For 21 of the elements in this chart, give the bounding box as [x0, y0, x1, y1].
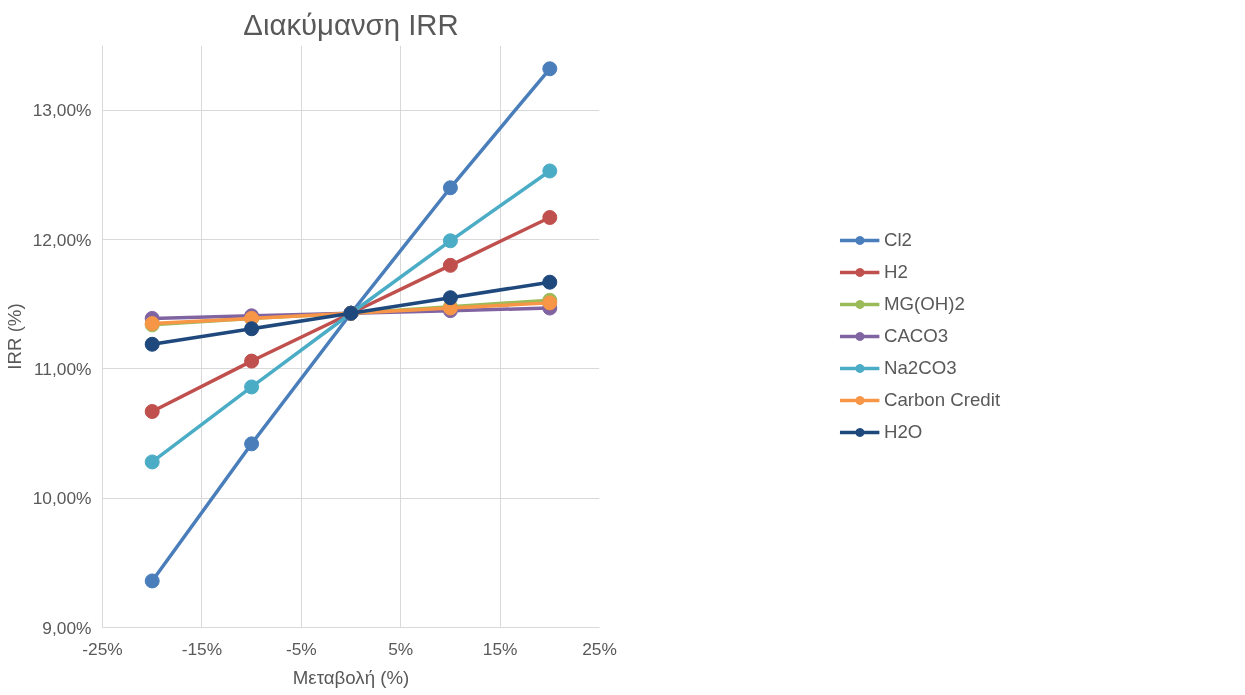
x-tick-label: -25% — [82, 638, 123, 659]
y-tick-label: 11,00% — [34, 358, 92, 379]
legend-label: H2O — [883, 421, 923, 443]
y-axis-title: IRR (%) — [3, 303, 25, 370]
legend-label: H2 — [883, 261, 908, 283]
legend-label: Cl2 — [883, 229, 912, 251]
legend-label: MG(OH)2 — [883, 293, 965, 315]
x-tick-label: -15% — [181, 638, 223, 659]
legend-label: CACO3 — [883, 325, 949, 347]
y-tick-label: 12,00% — [32, 229, 92, 250]
y-tick-label: 9,00% — [42, 617, 92, 638]
legend-label: Carbon Credit — [883, 389, 1001, 411]
x-tick-label: -5% — [285, 638, 317, 659]
y-tick-label: 10,00% — [32, 488, 92, 509]
chart-title: Διακύμανση IRR — [243, 7, 459, 41]
x-axis-title: Μεταβολή (%) — [292, 666, 410, 688]
x-tick-label: 15% — [482, 638, 518, 659]
x-tick-label: 25% — [582, 638, 617, 659]
legend-label: Na2CO3 — [883, 357, 957, 379]
x-tick-label: 5% — [388, 638, 414, 659]
y-tick-label: 13,00% — [32, 100, 92, 121]
